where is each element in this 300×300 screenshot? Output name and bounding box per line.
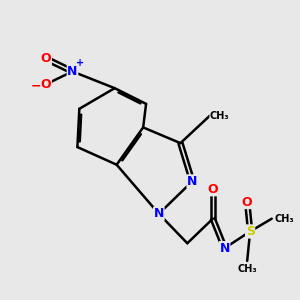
Text: O: O	[41, 78, 51, 91]
Text: N: N	[67, 65, 78, 78]
Text: N: N	[187, 175, 197, 188]
Text: −: −	[31, 79, 42, 92]
Text: CH₃: CH₃	[275, 214, 294, 224]
Text: +: +	[76, 58, 84, 68]
Text: O: O	[242, 196, 253, 208]
Text: CH₃: CH₃	[210, 111, 230, 121]
Text: O: O	[41, 52, 51, 65]
Text: O: O	[208, 183, 218, 196]
Text: CH₃: CH₃	[237, 264, 257, 274]
Text: N: N	[154, 207, 164, 220]
Text: S: S	[246, 225, 255, 238]
Text: N: N	[219, 242, 230, 255]
